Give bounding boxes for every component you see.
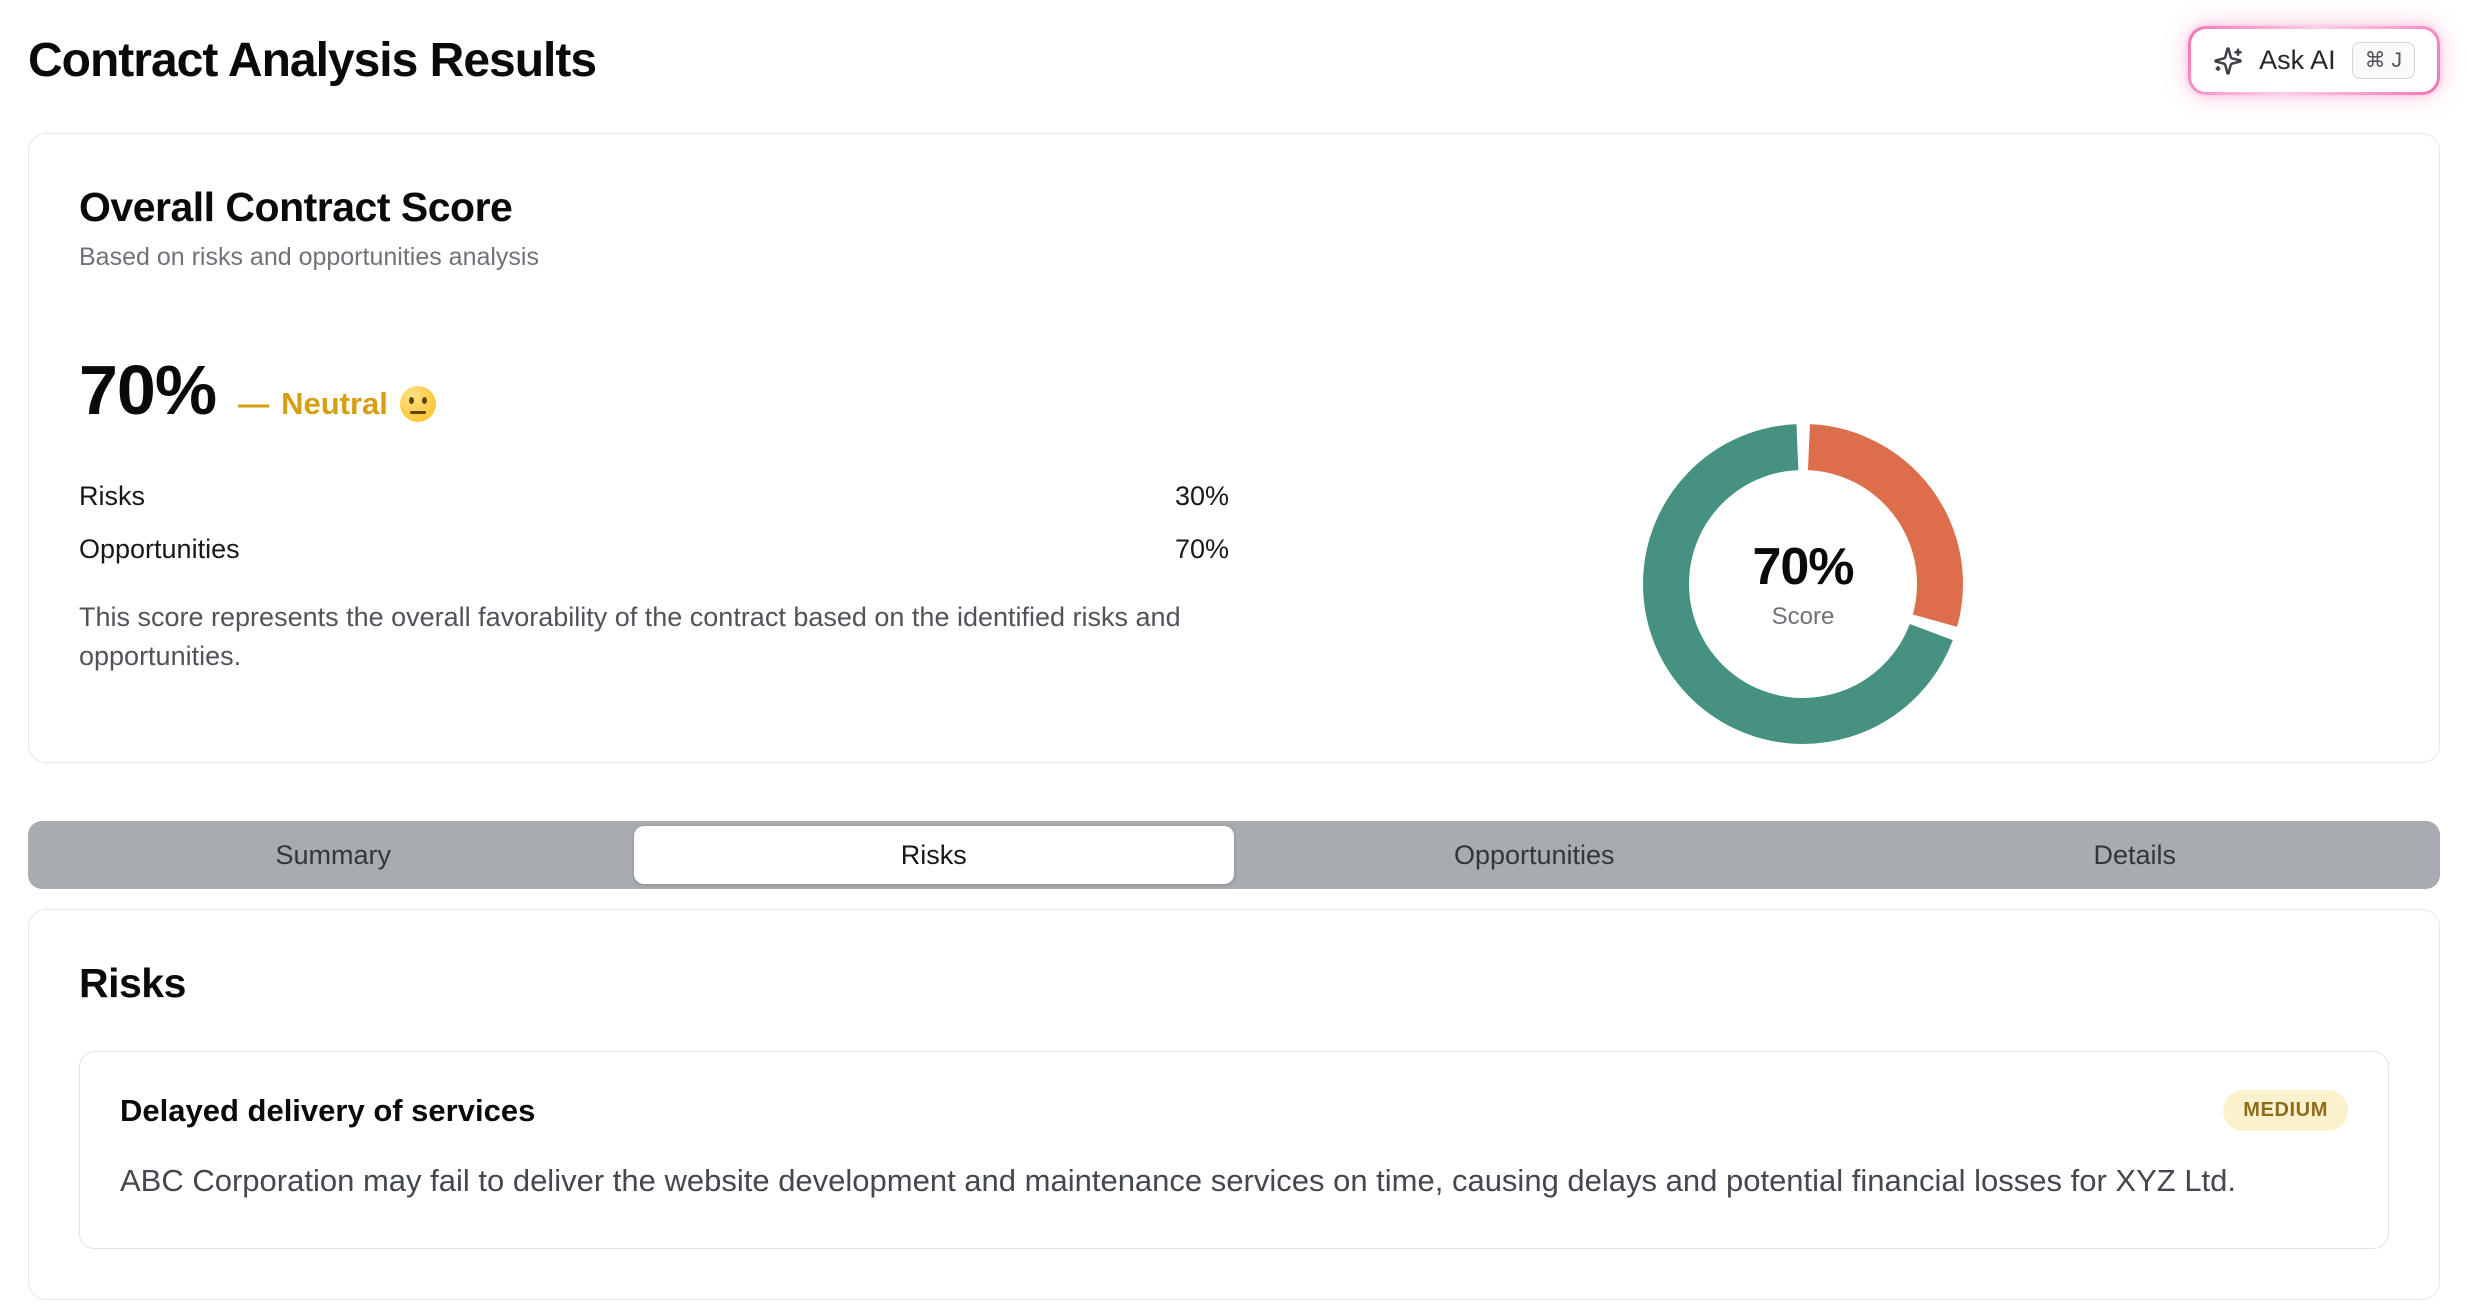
page-header: Contract Analysis Results Ask AI ⌘ J — [28, 26, 2440, 95]
donut-svg — [1643, 424, 1963, 744]
sentiment-dash: — — [238, 386, 270, 421]
risk-item-description: ABC Corporation may fail to deliver the … — [120, 1163, 2237, 1198]
score-description: This score represents the overall favora… — [79, 602, 1181, 672]
tab-opportunities[interactable]: Opportunities — [1234, 826, 1835, 884]
donut-slice-risks — [1643, 424, 1963, 744]
sparkles-icon — [2213, 46, 2243, 76]
severity-badge: MEDIUM — [2223, 1090, 2348, 1131]
tab-risks[interactable]: Risks — [633, 826, 1234, 884]
risk-item-header: Delayed delivery of services MEDIUM — [120, 1090, 2348, 1131]
risk-list-item: Delayed delivery of services MEDIUM ABC … — [79, 1051, 2389, 1250]
tab-details[interactable]: Details — [1835, 826, 2436, 884]
risks-metric-value: 30% — [1174, 481, 1229, 511]
risk-item-title: Delayed delivery of services — [120, 1092, 536, 1128]
score-donut-chart: 70% Score — [1643, 424, 1963, 744]
donut-slice-opportunities — [1643, 424, 1963, 744]
ask-ai-button[interactable]: Ask AI ⌘ J — [2191, 29, 2437, 92]
score-card-title: Overall Contract Score — [79, 184, 513, 230]
neutral-face-icon — [399, 386, 436, 422]
ask-ai-label: Ask AI — [2259, 45, 2336, 75]
risks-section-card: Risks Delayed delivery of services MEDIU… — [28, 909, 2440, 1301]
tab-bar: Summary Risks Opportunities Details — [28, 821, 2440, 889]
opportunities-metric-label: Opportunities — [79, 534, 240, 564]
overall-score-card: Overall Contract Score Based on risks an… — [28, 133, 2440, 763]
score-value: 70% — [79, 351, 217, 429]
tab-summary[interactable]: Summary — [33, 826, 634, 884]
keyboard-shortcut-badge: ⌘ J — [2351, 42, 2415, 79]
risks-section-title: Risks — [79, 960, 186, 1006]
ask-ai-glow: Ask AI ⌘ J — [2188, 26, 2440, 95]
score-row: 70% — Neutral — [79, 350, 2389, 430]
opportunities-metric-row: Opportunities 70% — [79, 523, 1229, 576]
score-sentiment: — Neutral — [238, 386, 436, 422]
risks-metric-row: Risks 30% — [79, 470, 1229, 523]
score-card-subtitle: Based on risks and opportunities analysi… — [79, 243, 539, 271]
sentiment-label: Neutral — [281, 386, 388, 421]
metric-rows: Risks 30% Opportunities 70% — [79, 470, 1229, 576]
opportunities-metric-value: 70% — [1174, 534, 1229, 564]
page-title: Contract Analysis Results — [28, 34, 597, 87]
risks-metric-label: Risks — [79, 481, 145, 511]
